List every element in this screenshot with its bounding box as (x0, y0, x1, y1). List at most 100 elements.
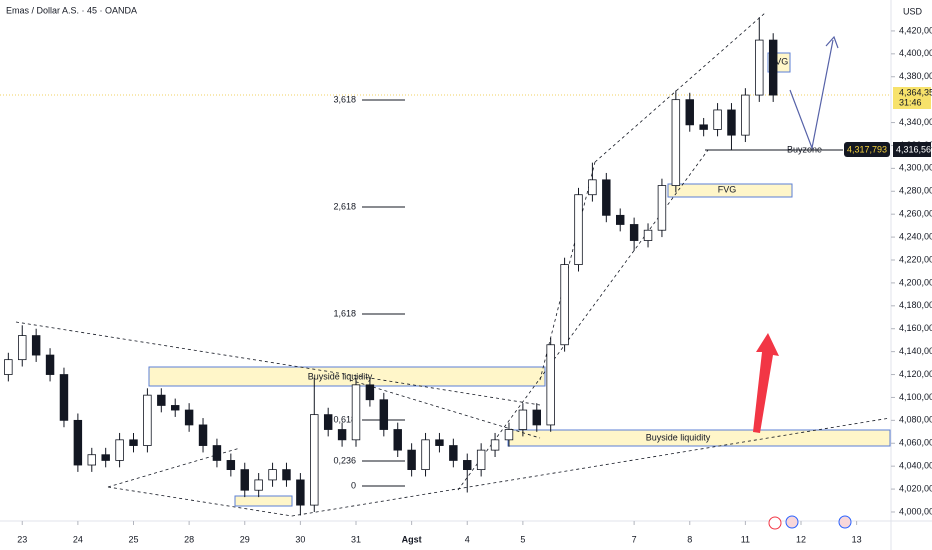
axes: 4,000,000 4,020,000 4,040,000 4,060,000 4,08… (17, 25, 932, 544)
candle-body (226, 460, 236, 471)
zone-label: FVG (770, 56, 789, 66)
countdown: 31:46 (899, 97, 922, 107)
y-tick-label: 4,280,000 (899, 186, 932, 196)
candle-body (31, 335, 41, 356)
fib-label: 0,618 (333, 414, 356, 424)
flag-icon (838, 515, 852, 529)
zone-label: Buyside liquidity (646, 432, 711, 442)
y-tick-label: 4,120,000 (899, 369, 932, 379)
candle-body (657, 185, 667, 231)
y-tick-label: 4,100,000 (899, 392, 932, 402)
y-tick-label: 4,400,000 (899, 48, 932, 58)
arrowhead (825, 35, 839, 49)
y-tick-label: 4,220,000 (899, 254, 932, 264)
x-tick-label: 29 (240, 534, 250, 544)
candle-body (532, 409, 542, 426)
buyzone-axis-label: 4,316,568 (896, 144, 932, 154)
candle-body (73, 419, 83, 466)
candle-body (574, 194, 583, 265)
candle-body (18, 335, 27, 361)
candle-body (323, 414, 333, 430)
candle-body (615, 214, 625, 225)
trendline (457, 149, 709, 491)
candle-body (59, 374, 69, 421)
candle-body (490, 439, 500, 451)
candle-body (713, 109, 722, 130)
candle-body (184, 409, 194, 426)
candle-body (643, 229, 653, 241)
candle-body (629, 224, 639, 241)
x-tick-label: 4 (465, 534, 470, 544)
candle-body (393, 429, 402, 451)
y-tick-label: 4,000,000 (899, 506, 932, 516)
trendline (291, 417, 891, 517)
x-tick-label: Agst (402, 534, 422, 544)
fvg-zone (667, 183, 793, 198)
zone-label: Buyside liquidity (308, 371, 373, 381)
buyzone-label: Buyzone (787, 144, 822, 154)
x-tick-label: 8 (687, 534, 692, 544)
x-tick-label: 31 (351, 534, 361, 544)
candle-body (602, 179, 611, 216)
candle-body (699, 124, 708, 130)
up-arrow (753, 333, 779, 433)
candle-body (351, 384, 361, 441)
y-tick-label: 4,200,000 (899, 277, 932, 287)
candle-body (157, 394, 166, 406)
trendline (594, 12, 766, 163)
chart-title: Emas / Dollar A.S. · 45 · OANDA (6, 5, 137, 15)
candle-body (337, 429, 347, 441)
y-tick-label: 4,060,000 (899, 438, 932, 448)
buyzone-badge (844, 142, 890, 157)
y-tick-label: 4,260,000 (899, 209, 932, 219)
candle-body (379, 399, 389, 430)
y-tick-label: 4,040,000 (899, 461, 932, 471)
y-tick-label: 4,080,000 (899, 415, 932, 425)
buyzone-axis-badge (893, 142, 931, 157)
trendline (539, 161, 596, 381)
x-tick-label: 5 (520, 534, 525, 544)
candle-body (212, 445, 222, 461)
candle-body (296, 479, 305, 506)
candle-body (518, 409, 528, 430)
x-tick-label: 30 (295, 534, 305, 544)
x-tick-label: 25 (128, 534, 138, 544)
x-tick-label: 7 (632, 534, 637, 544)
candle-body (115, 439, 124, 461)
candle-body (449, 445, 458, 461)
projection-path (789, 39, 834, 151)
candle-body (768, 39, 778, 96)
drawings: Buyside liquidity Buyside liquidity FVG … (0, 12, 891, 517)
candle-body (143, 394, 152, 446)
candle-body (45, 354, 55, 375)
candle-body (365, 384, 375, 401)
candle-body (727, 109, 736, 136)
candle-body (476, 449, 486, 471)
y-tick-label: 4,340,000 (899, 117, 932, 127)
x-tick-label: 12 (796, 534, 806, 544)
candle-body (671, 99, 681, 186)
candle-body (310, 414, 319, 506)
fib-label: 0,236 (333, 455, 356, 465)
candle-body (282, 469, 291, 481)
candle-body (435, 439, 444, 446)
candle-body (421, 439, 430, 471)
flag-icon (785, 515, 799, 529)
candle-body (170, 405, 180, 411)
candle-body (546, 344, 555, 426)
candle-body (87, 454, 97, 466)
fib-label: 2,618 (333, 201, 356, 211)
candle-body (755, 39, 764, 96)
fib-label: 0 (351, 480, 356, 490)
candle-body (129, 439, 138, 446)
candle-body (504, 429, 514, 441)
y-tick-label: 4,300,000 (899, 163, 932, 173)
x-tick-label: 24 (73, 534, 83, 544)
fib-label: 3,618 (333, 94, 356, 104)
x-tick-label: 23 (17, 534, 27, 544)
trendline (107, 486, 293, 517)
candles (4, 17, 778, 516)
candle-body (685, 99, 694, 126)
y-tick-label: 4,160,000 (899, 323, 932, 333)
